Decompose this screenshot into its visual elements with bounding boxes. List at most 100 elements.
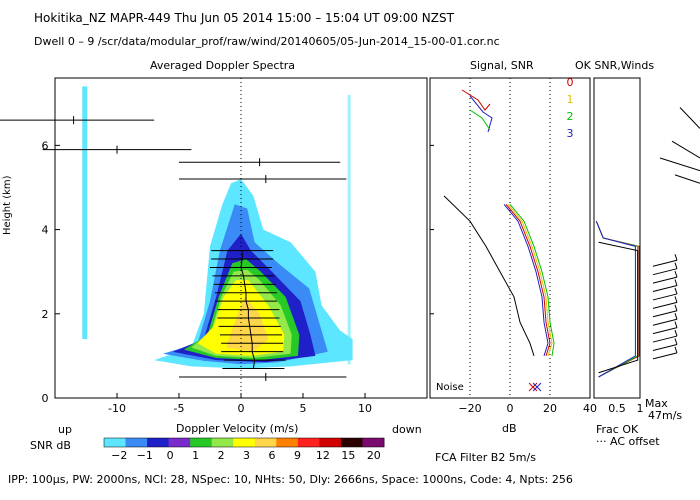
spectra-ylabel: Height (km) — [2, 175, 13, 235]
wind-barb — [652, 352, 678, 360]
noise-marker — [532, 382, 542, 392]
wind-barb-flag — [674, 270, 678, 278]
frac-ok-label: Frac OK — [596, 423, 639, 436]
spectra-y-tick-label: 6 — [42, 139, 49, 152]
wind-barb — [671, 140, 700, 159]
max-value: 47m/s — [648, 409, 683, 422]
snr-legend-number: 1 — [567, 93, 574, 106]
snr-legend-number: 0 — [567, 76, 574, 89]
snr-upper-trace — [469, 95, 493, 133]
wind-barb — [674, 174, 700, 184]
colorbar-swatch — [104, 438, 127, 447]
snr-x-tick-label: −20 — [458, 402, 481, 415]
wind-barb-flag — [674, 329, 678, 337]
spectra-streak — [82, 86, 88, 340]
up-label: up — [58, 423, 72, 436]
colorbar-swatch — [147, 438, 170, 447]
wind-barb — [652, 259, 678, 267]
snr-series-line — [509, 203, 555, 356]
colorbar-swatch — [276, 438, 299, 447]
noise-label: Noise — [436, 382, 464, 393]
snr-legend-number: 3 — [567, 127, 574, 140]
max-label: Max — [645, 397, 668, 410]
wind-barb-flag — [674, 346, 678, 354]
wind-barb-flag — [674, 338, 678, 345]
frac-x-tick-label: 0.5 — [608, 402, 626, 415]
wind-barb-flag — [674, 254, 678, 261]
down-label: down — [392, 423, 422, 436]
colorbar-label: SNR dB — [30, 439, 71, 452]
wind-barb — [652, 335, 678, 343]
frac-ok-line — [595, 220, 636, 378]
ac-offset-label: ··· AC offset — [596, 435, 660, 448]
wind-barb-flag — [674, 304, 678, 311]
frac-ok-title: OK SNR,Winds — [575, 59, 655, 72]
wind-barb — [652, 285, 678, 293]
spectra-x-tick-label: 5 — [300, 402, 307, 415]
wind-barb — [652, 268, 678, 276]
wind-barb — [652, 327, 678, 335]
wind-barb — [652, 310, 678, 318]
snr-x-tick-label: 20 — [543, 402, 557, 415]
snr-upper-trace — [469, 109, 491, 131]
colorbar-swatch — [254, 438, 277, 447]
filter-label: FCA Filter B2 5m/s — [435, 451, 536, 464]
wind-barb — [679, 107, 700, 129]
spectra-xlabel: Doppler Velocity (m/s) — [176, 422, 299, 435]
colorbar-swatch — [319, 438, 342, 447]
spectra-x-tick-label: 0 — [238, 402, 245, 415]
header-path: Dwell 0 – 9 /scr/data/modular_prof/raw/w… — [34, 35, 500, 48]
snr-series-line — [443, 195, 535, 357]
frac-ok-line — [595, 220, 640, 378]
wind-barb — [652, 301, 678, 309]
snr-upper-trace — [461, 89, 491, 111]
colorbar-tick-label: 9 — [294, 449, 301, 462]
snr-series-line — [505, 203, 551, 357]
colorbar-frame — [103, 437, 385, 448]
colorbar-tick-label: 6 — [269, 449, 276, 462]
colorbar-swatch — [340, 438, 363, 447]
snr-plot: −20 0 20 40 0 1 2 3 — [430, 76, 597, 415]
colorbar-tick-label: 15 — [341, 449, 355, 462]
colorbar-swatch — [211, 438, 234, 447]
frac-ok-line — [595, 220, 639, 378]
snr-x-tick-label: 0 — [507, 402, 514, 415]
snr-series-line — [507, 203, 553, 357]
wind-barb-flag — [674, 262, 678, 269]
spectra-contour-level — [226, 296, 269, 352]
frac-x-tick-label: 1 — [637, 402, 644, 415]
snr-title: Signal, SNR — [470, 59, 534, 72]
snr-xlabel: dB — [502, 422, 517, 435]
colorbar-tick-label: −1 — [137, 449, 153, 462]
snr-legend-number: 2 — [567, 110, 574, 123]
header-title: Hokitika_NZ MAPR-449 Thu Jun 05 2014 15:… — [34, 11, 454, 25]
colorbar-tick-label: 2 — [218, 449, 225, 462]
wind-barb — [652, 318, 678, 326]
spectra-x-tick-label: -5 — [174, 402, 185, 415]
wind-barbs — [652, 107, 700, 360]
spectra-axes: -10 -5 0 5 10 0 2 4 6 — [42, 78, 372, 415]
wind-barb — [652, 343, 678, 351]
spectra-y-tick-label: 0 — [42, 392, 49, 405]
colorbar-tick-label: 0 — [167, 449, 174, 462]
wind-barb-flag — [674, 279, 678, 286]
snr-series-line — [503, 203, 549, 357]
noise-marker — [528, 382, 538, 392]
wind-barb — [652, 276, 678, 284]
colorbar-tick-label: 1 — [192, 449, 199, 462]
spectra-y-tick-label: 4 — [42, 224, 49, 237]
wind-barb-flag — [674, 287, 678, 295]
wind-barb-flag — [674, 296, 678, 303]
colorbar-tick-label: 3 — [243, 449, 250, 462]
colorbar-swatch — [233, 438, 256, 447]
spectra-overlay — [0, 116, 347, 381]
spectra-title: Averaged Doppler Spectra — [150, 59, 296, 72]
frac-ok-line — [598, 241, 639, 374]
wind-barb-flag — [674, 321, 678, 328]
snr-x-tick-label: 40 — [583, 402, 597, 415]
spectra-y-tick-label: 2 — [42, 308, 49, 321]
colorbar-swatch — [168, 438, 191, 447]
colorbar-tick-label: −2 — [111, 449, 127, 462]
doppler-spectra-heatmap — [82, 86, 353, 369]
